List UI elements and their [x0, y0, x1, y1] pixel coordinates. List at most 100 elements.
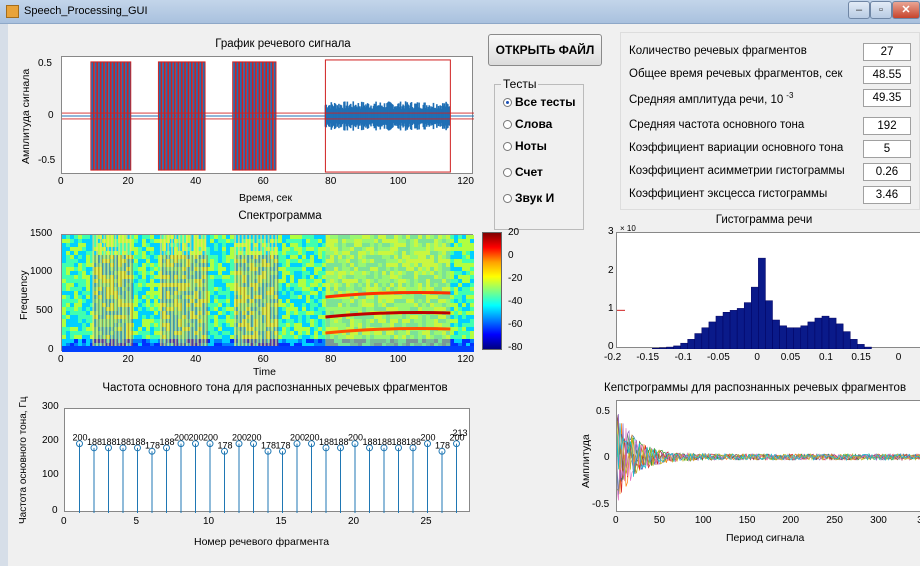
wave-segment-box: [266, 61, 270, 171]
spec-cell: [462, 315, 466, 319]
spec-cell: [222, 339, 226, 343]
spec-cell: [74, 279, 78, 283]
spec-cell: [470, 283, 474, 287]
spec-cell: [250, 235, 254, 239]
pitch-marker: [134, 444, 141, 452]
spec-cell: [278, 287, 282, 291]
histogram-bar: [793, 327, 802, 349]
spec-cell: [258, 311, 262, 315]
spec-cell: [454, 243, 458, 247]
spec-cell: [74, 251, 78, 255]
histogram-bar: [835, 323, 844, 349]
radio-count[interactable]: Счет: [503, 165, 543, 181]
spec-cell: [458, 259, 462, 263]
spec-cell: [278, 311, 282, 315]
spec-cell: [454, 323, 458, 327]
spec-cell: [86, 299, 90, 303]
pitch-title: Частота основного тона для распознанных …: [102, 382, 448, 394]
spec-cell: [318, 287, 322, 291]
spec-cell: [214, 247, 218, 251]
spec-cell: [122, 319, 126, 323]
radio-sound-i[interactable]: Звук И: [503, 191, 554, 207]
spec-cell: [190, 235, 194, 239]
spec-cell: [198, 239, 202, 243]
spec-cell: [310, 291, 314, 295]
maximize-button[interactable]: ▫: [870, 1, 892, 19]
spec-cell: [214, 327, 218, 331]
spec-cell: [154, 287, 158, 291]
spec-burst: [125, 235, 128, 352]
close-button[interactable]: ✕: [892, 1, 920, 19]
spec-cell: [318, 275, 322, 279]
spec-cell: [66, 327, 70, 331]
spec-cell: [298, 255, 302, 259]
pitch-value-label: 188: [160, 437, 175, 447]
spec-cell: [250, 247, 254, 251]
spec-formant: [325, 327, 451, 335]
spec-cell: [298, 335, 302, 339]
spec-cell: [458, 315, 462, 319]
spec-cell: [134, 235, 138, 239]
radio-notes[interactable]: Ноты: [503, 139, 547, 155]
spec-cell: [122, 267, 126, 271]
spec-cell: [122, 239, 126, 243]
stat-label: Общее время речевых фрагментов, сек: [629, 68, 843, 80]
spec-burst-harmonic: [94, 255, 96, 352]
spec-cell: [218, 343, 222, 347]
spec-cell: [278, 251, 282, 255]
pitch-marker: [177, 440, 185, 448]
spec-cell: [454, 283, 458, 287]
spec-cell: [122, 323, 126, 327]
spec-cell: [226, 235, 230, 239]
spec-cell: [154, 299, 158, 303]
spec-cell: [470, 307, 474, 311]
spec-cell: [86, 327, 90, 331]
radio-dot-icon: [503, 98, 512, 107]
spec-cell: [138, 235, 142, 239]
pitch-marker: [250, 440, 257, 448]
stat-row: Общее время речевых фрагментов, сек 48.55: [621, 66, 920, 84]
spec-cell: [226, 307, 230, 311]
spec-cell: [302, 331, 306, 335]
spec-cell: [142, 311, 146, 315]
spec-cell: [94, 251, 98, 255]
spec-cell: [454, 315, 458, 319]
spec-burst-harmonic: [206, 255, 208, 352]
spec-cell: [258, 291, 262, 295]
spec-cell: [86, 251, 90, 255]
spec-cell: [258, 243, 262, 247]
pitch-marker: [366, 444, 373, 452]
spec-cell: [450, 327, 454, 331]
spec-cell: [198, 243, 202, 247]
spec-cell: [74, 275, 78, 279]
spec-cell: [230, 307, 234, 311]
spec-cell: [470, 287, 474, 291]
spec-burst: [185, 235, 188, 352]
spec-cell: [282, 239, 286, 243]
spec-cell: [254, 247, 258, 251]
spec-cell: [210, 339, 214, 343]
radio-words[interactable]: Слова: [503, 117, 552, 133]
spec-cell: [302, 339, 306, 343]
spec-burst: [182, 235, 185, 352]
spec-cell: [70, 263, 74, 267]
spec-cell: [322, 255, 326, 259]
spec-cell: [218, 331, 222, 335]
open-file-button[interactable]: ОТКРЫТЬ ФАЙЛ: [488, 34, 602, 66]
spec-cell: [90, 255, 94, 259]
spec-cell: [258, 259, 262, 263]
spec-cell: [86, 315, 90, 319]
spec-cell: [278, 323, 282, 327]
spec-cell: [154, 235, 158, 239]
spec-cell: [78, 259, 82, 263]
spec-cell: [322, 307, 326, 311]
radio-all-tests[interactable]: Все тесты: [503, 95, 576, 111]
minimize-button[interactable]: –: [848, 1, 870, 19]
spec-burst-harmonic: [273, 255, 275, 352]
spec-cell: [226, 331, 230, 335]
histogram-bar: [765, 300, 773, 349]
spec-cell: [314, 275, 318, 279]
spec-cell: [218, 275, 222, 279]
spec-cell: [290, 323, 294, 327]
spec-cell: [82, 283, 86, 287]
